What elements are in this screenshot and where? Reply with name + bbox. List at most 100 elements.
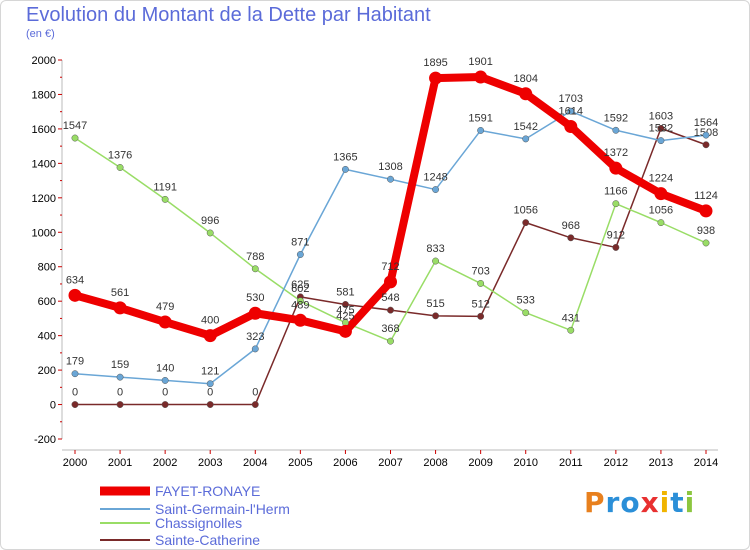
y-tick-label: 200 [38, 365, 56, 377]
data-point [387, 306, 394, 314]
x-tick-label: 2000 [63, 457, 87, 469]
data-label: 996 [201, 215, 219, 227]
data-label: 0 [207, 387, 213, 399]
legend-label: Sainte-Catherine [155, 532, 260, 548]
data-point [522, 135, 530, 143]
data-point [474, 70, 488, 84]
data-label: 0 [72, 387, 78, 399]
data-point [384, 275, 397, 289]
x-tick-label: 2003 [198, 457, 222, 469]
data-label: 871 [291, 236, 309, 248]
x-tick-label: 2007 [378, 457, 402, 469]
data-point [206, 380, 214, 388]
data-point [699, 204, 713, 218]
x-tick-label: 2004 [243, 457, 267, 469]
y-tick-label: 1600 [32, 124, 56, 136]
data-point [477, 127, 485, 134]
data-point [341, 165, 349, 173]
data-label: 1365 [333, 151, 357, 163]
data-point [702, 141, 710, 149]
data-label: 938 [697, 225, 715, 237]
data-point [338, 324, 352, 338]
y-tick-label: 1200 [32, 193, 56, 205]
x-tick-label: 2014 [694, 457, 718, 469]
data-point [567, 326, 575, 334]
data-label: 179 [66, 356, 84, 368]
x-tick-label: 2002 [153, 457, 177, 469]
data-point [161, 195, 169, 203]
data-label: 1591 [468, 112, 492, 124]
data-label: 788 [246, 251, 264, 263]
legend-label: Saint-Germain-l'Herm [155, 501, 290, 517]
x-tick-label: 2009 [468, 457, 492, 469]
data-point [71, 134, 79, 142]
data-label: 968 [562, 220, 580, 232]
data-point [612, 126, 620, 134]
data-label: 912 [607, 229, 625, 241]
data-label: 475 [336, 305, 354, 317]
data-point [248, 306, 262, 320]
data-label: 1372 [604, 147, 628, 159]
data-label: 1224 [649, 173, 673, 185]
data-point [567, 107, 575, 115]
data-label: 533 [517, 295, 535, 307]
data-label: 1056 [513, 205, 537, 217]
data-point [68, 288, 82, 302]
data-point [113, 301, 127, 315]
data-point [432, 312, 440, 320]
data-label: 400 [201, 315, 219, 327]
data-point [116, 373, 124, 381]
data-label: 121 [201, 366, 219, 378]
y-tick-label: -200 [34, 434, 56, 446]
data-point [71, 370, 79, 378]
data-point [702, 131, 710, 139]
data-point [161, 376, 169, 384]
data-point [158, 315, 172, 329]
data-label: 431 [562, 312, 580, 324]
data-point [432, 257, 440, 265]
data-label: 1124 [694, 190, 718, 202]
data-point [477, 312, 485, 320]
data-point [251, 345, 259, 353]
data-label: 0 [117, 387, 123, 399]
y-tick-label: 600 [38, 296, 56, 308]
legend-label: Chassignolles [155, 515, 242, 531]
data-point [522, 219, 530, 227]
y-tick-label: 800 [38, 262, 56, 274]
data-label: 1603 [649, 110, 673, 122]
data-point [251, 265, 259, 273]
data-label: 1248 [423, 172, 447, 184]
data-label: 530 [246, 292, 264, 304]
x-tick-label: 2005 [288, 457, 312, 469]
data-point [612, 200, 620, 208]
data-label: 1703 [559, 93, 583, 105]
data-label: 548 [381, 292, 399, 304]
x-tick-label: 2011 [559, 457, 583, 469]
data-point [657, 137, 665, 145]
data-point [71, 401, 79, 408]
data-point [429, 71, 443, 85]
x-tick-label: 2008 [423, 457, 447, 469]
data-point [206, 229, 214, 237]
data-label: 634 [66, 274, 84, 286]
data-label: 1532 [649, 123, 673, 135]
data-point [206, 401, 214, 408]
data-label: 425 [336, 310, 354, 322]
y-tick-label: 1400 [32, 158, 56, 170]
data-label: 1895 [423, 57, 447, 69]
data-label: 0 [252, 387, 258, 399]
data-label: 479 [156, 301, 174, 313]
data-point [564, 119, 578, 133]
data-point [251, 401, 259, 408]
data-label: 602 [291, 283, 309, 295]
data-point [387, 337, 394, 345]
data-point [702, 239, 710, 247]
data-point [654, 187, 668, 201]
data-point [296, 251, 304, 258]
data-point [161, 401, 169, 408]
data-point [657, 219, 665, 227]
data-label: 512 [471, 298, 489, 310]
data-point [612, 243, 620, 251]
data-label: 703 [471, 265, 489, 277]
